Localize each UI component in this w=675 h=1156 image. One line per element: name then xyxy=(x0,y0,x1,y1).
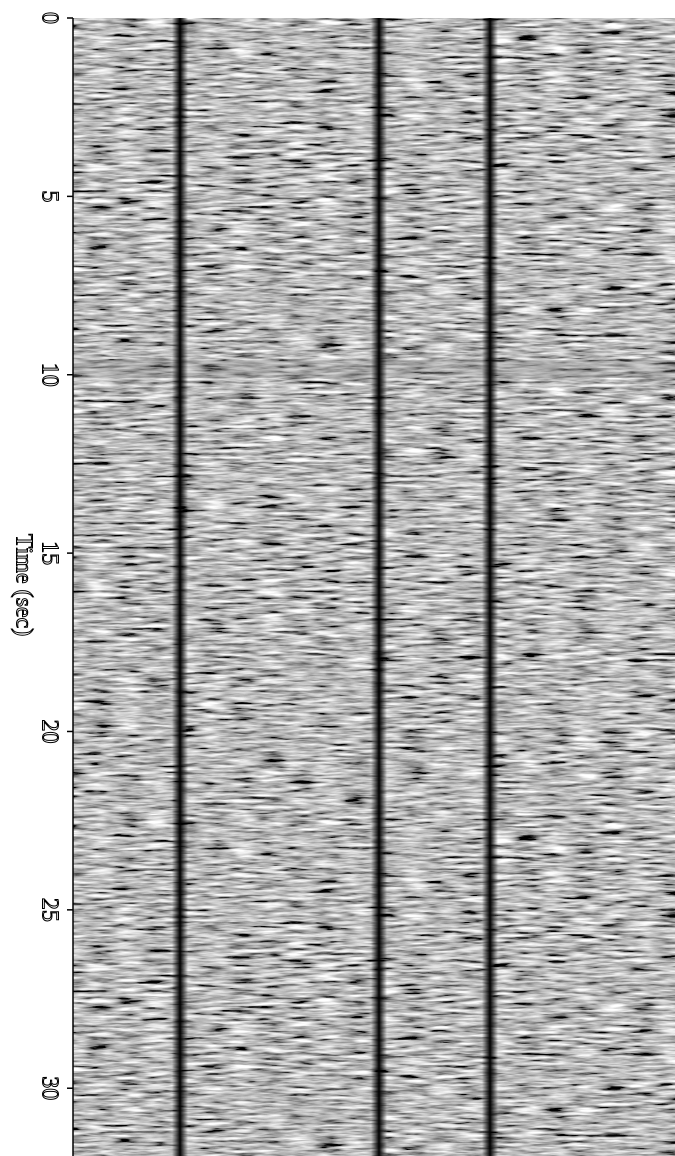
dark-trace xyxy=(482,18,498,1156)
y-tick-label: 20 xyxy=(36,719,62,743)
y-tick-label: 0 xyxy=(36,12,62,24)
chart: Time (sec) 0 5 10 15 20 25 30 xyxy=(0,0,675,1156)
dark-trace xyxy=(172,18,188,1156)
y-tick-label: 10 xyxy=(36,363,62,387)
y-axis-label: Time (sec) xyxy=(10,534,36,636)
dark-trace xyxy=(371,18,387,1156)
seismic-image xyxy=(73,18,675,1156)
y-tick-label: 30 xyxy=(36,1076,62,1100)
y-tick-label: 25 xyxy=(36,898,62,922)
y-tick-label: 5 xyxy=(36,190,62,202)
y-tick-label: 15 xyxy=(36,541,62,565)
